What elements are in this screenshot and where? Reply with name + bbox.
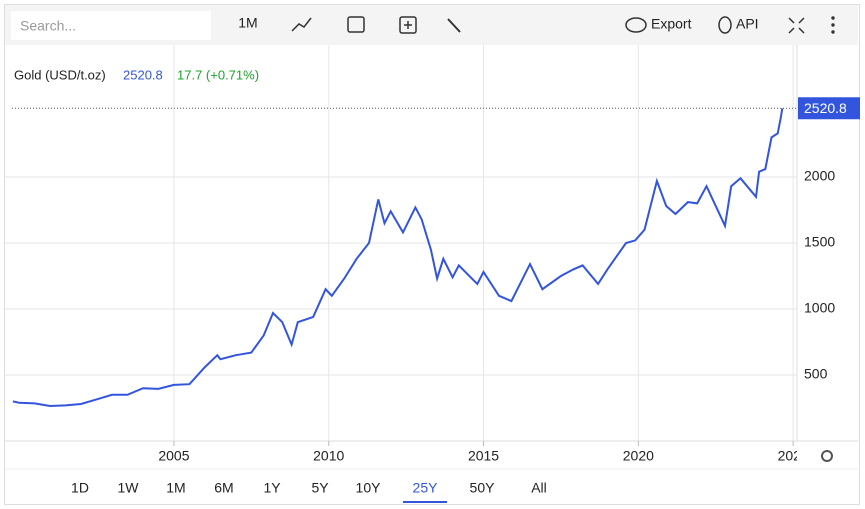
y-tick-label: 2000: [804, 168, 835, 184]
range-button[interactable]: 50Y: [470, 480, 496, 496]
range-button[interactable]: All: [531, 480, 547, 496]
plus: [404, 21, 412, 29]
x-tick-label: 2005: [158, 448, 189, 464]
settings-icon[interactable]: [447, 18, 461, 33]
range-button[interactable]: 6M: [214, 480, 233, 496]
y-tick-label: 1500: [804, 234, 835, 250]
range-button[interactable]: 10Y: [356, 480, 382, 496]
x-tick-label: 2025: [778, 448, 809, 464]
search-box[interactable]: [11, 11, 211, 40]
range-button[interactable]: 1W: [118, 480, 140, 496]
range-button[interactable]: 1D: [71, 480, 89, 496]
export-button[interactable]: Export: [651, 16, 692, 32]
price-line: [12, 108, 784, 408]
chart-type-icon[interactable]: [291, 17, 312, 32]
gear-icon[interactable]: [821, 450, 833, 462]
export-icon[interactable]: [625, 17, 647, 33]
range-button[interactable]: 1M: [166, 480, 185, 496]
y-tick-label: 500: [804, 366, 828, 382]
api-button[interactable]: API: [736, 16, 759, 32]
range-button[interactable]: 25Y: [413, 480, 439, 496]
x-tick-label: 2010: [313, 448, 344, 464]
chart-title: Gold (USD/t.oz): [14, 67, 106, 82]
fullscreen-icon[interactable]: [788, 17, 805, 34]
search-placeholder: Search...: [20, 18, 76, 34]
menu-icon[interactable]: [831, 16, 835, 34]
last-value: 2520.8: [123, 67, 163, 82]
api-icon[interactable]: [718, 16, 732, 34]
x-tick-label: 2020: [623, 448, 654, 464]
x-tick-label: 2015: [468, 448, 499, 464]
y-tick-label: 1000: [804, 300, 835, 316]
compare-icon[interactable]: [399, 16, 417, 34]
interval-button[interactable]: 1M: [238, 15, 257, 31]
last-value-badge: [798, 97, 860, 120]
range-button[interactable]: 1Y: [263, 480, 281, 496]
change: 17.7 (+0.71%): [177, 67, 259, 82]
last-value-label: 2520.8: [804, 100, 847, 116]
range-button[interactable]: 5Y: [311, 480, 329, 496]
calendar-icon[interactable]: [347, 16, 365, 33]
